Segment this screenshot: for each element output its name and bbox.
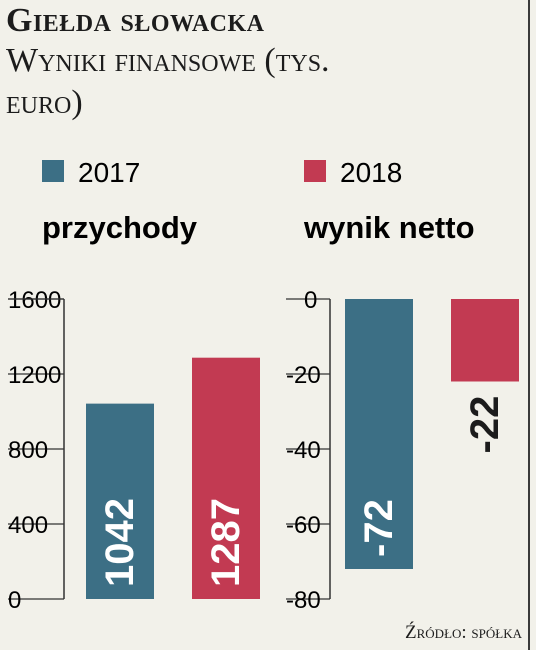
panel-przychody: 0 400 800 1200 1600 1042 1287	[8, 287, 260, 614]
y-tick-label: 400	[8, 512, 48, 539]
data-label-2017: 1042	[98, 498, 142, 587]
legend-label-2018: 2018	[340, 157, 402, 188]
bar-2017	[345, 299, 413, 569]
data-label-2018: 1287	[204, 498, 248, 587]
panel-title-wynik-netto: wynik netto	[303, 210, 475, 245]
y-tick-label: 1600	[8, 287, 61, 314]
y-tick-label: 0	[304, 287, 317, 314]
bar-2018	[451, 299, 519, 382]
chart-title: Giełda słowacka	[6, 2, 265, 39]
chart-subtitle: Wyniki finansowe (tys. euro)	[6, 42, 330, 121]
y-tick-label: -60	[286, 512, 321, 539]
legend-label-2017: 2017	[78, 157, 140, 188]
y-tick-label: 800	[8, 437, 48, 464]
y-tick-label: 0	[8, 587, 21, 614]
y-tick-label: 1200	[8, 362, 61, 389]
legend: 2017 2018	[42, 157, 402, 188]
y-tick-label: -20	[286, 362, 321, 389]
panel-title-przychody: przychody	[42, 210, 198, 245]
data-label-2017: -72	[357, 499, 401, 557]
y-tick-label: -40	[286, 437, 321, 464]
y-tick-label: -80	[286, 587, 321, 614]
legend-swatch-2018	[304, 160, 326, 182]
source-note: Źródło: spółka	[405, 622, 522, 643]
data-label-2018: -22	[463, 396, 507, 454]
panel-wynik-netto: 0 -20 -40 -60 -80 -72 -22	[286, 287, 519, 614]
bar-2018	[192, 357, 260, 599]
bar-2017	[86, 403, 154, 599]
frame-border	[528, 0, 530, 650]
legend-swatch-2017	[42, 160, 64, 182]
